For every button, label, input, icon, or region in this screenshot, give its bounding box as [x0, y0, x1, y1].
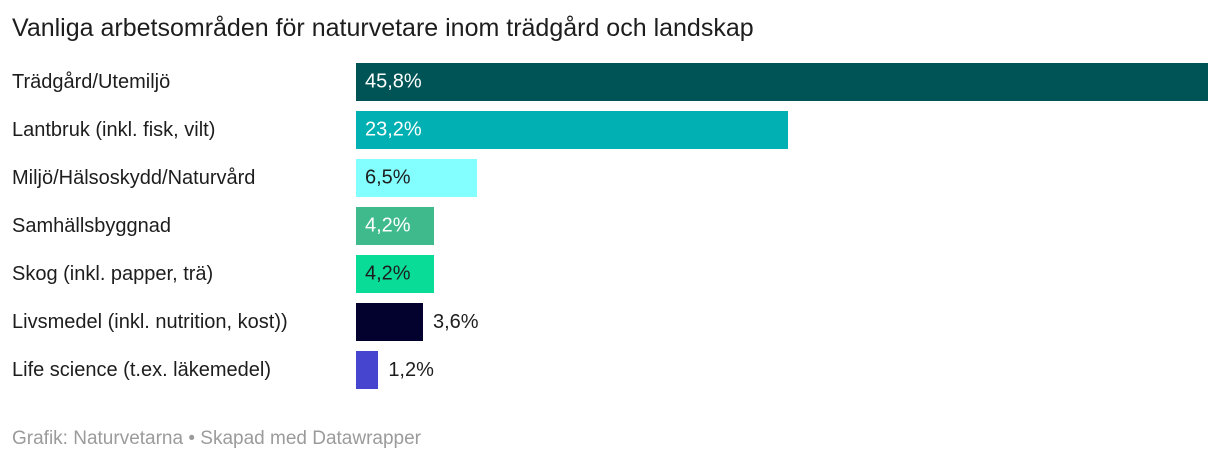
category-label: Trädgård/Utemiljö [12, 70, 171, 93]
bar-row: Lantbruk (inkl. fisk, vilt) 23,2% [0, 106, 1208, 154]
bar [356, 303, 423, 341]
value-label: 23,2% [365, 118, 422, 141]
bar-row: Trädgård/Utemiljö 45,8% [0, 58, 1208, 106]
bar [356, 207, 435, 245]
bar-row: Miljö/Hälsoskydd/Naturvård 6,5% [0, 154, 1208, 202]
chart-title: Vanliga arbetsområden för naturvetare in… [12, 14, 754, 42]
bar-row: Livsmedel (inkl. nutrition, kost)) 3,6% [0, 298, 1208, 346]
value-label: 1,2% [388, 358, 434, 381]
value-label: 45,8% [365, 70, 422, 93]
value-label: 6,5% [365, 166, 411, 189]
bar-area: 1,2% [356, 351, 1208, 389]
bar [356, 255, 435, 293]
bar-row: Life science (t.ex. läkemedel) 1,2% [0, 346, 1208, 394]
category-label: Skog (inkl. papper, trä) [12, 262, 214, 285]
category-label: Livsmedel (inkl. nutrition, kost)) [12, 310, 288, 333]
bar-area: 4,2% [356, 207, 1208, 245]
category-label: Samhällsbyggnad [12, 214, 171, 237]
bar [356, 351, 379, 389]
value-label: 4,2% [365, 214, 411, 237]
bar-area: 3,6% [356, 303, 1208, 341]
bar-area: 6,5% [356, 159, 1208, 197]
bar-row: Samhällsbyggnad 4,2% [0, 202, 1208, 250]
bar [356, 159, 477, 197]
chart-footer-attribution: Grafik: Naturvetarna • Skapad med Datawr… [12, 428, 422, 449]
bar-rows: Trädgård/Utemiljö 45,8% Lantbruk (inkl. … [0, 58, 1220, 394]
bar [356, 111, 788, 149]
category-label: Lantbruk (inkl. fisk, vilt) [12, 118, 216, 141]
bar-area: 45,8% [356, 63, 1208, 101]
bar-row: Skog (inkl. papper, trä) 4,2% [0, 250, 1208, 298]
value-label: 3,6% [432, 310, 479, 333]
bar-area: 4,2% [356, 255, 1208, 293]
value-label: 4,2% [365, 262, 411, 285]
bar-area: 23,2% [356, 111, 1208, 149]
category-label: Life science (t.ex. läkemedel) [12, 358, 272, 381]
bar [356, 63, 1208, 101]
category-label: Miljö/Hälsoskydd/Naturvård [12, 166, 256, 189]
